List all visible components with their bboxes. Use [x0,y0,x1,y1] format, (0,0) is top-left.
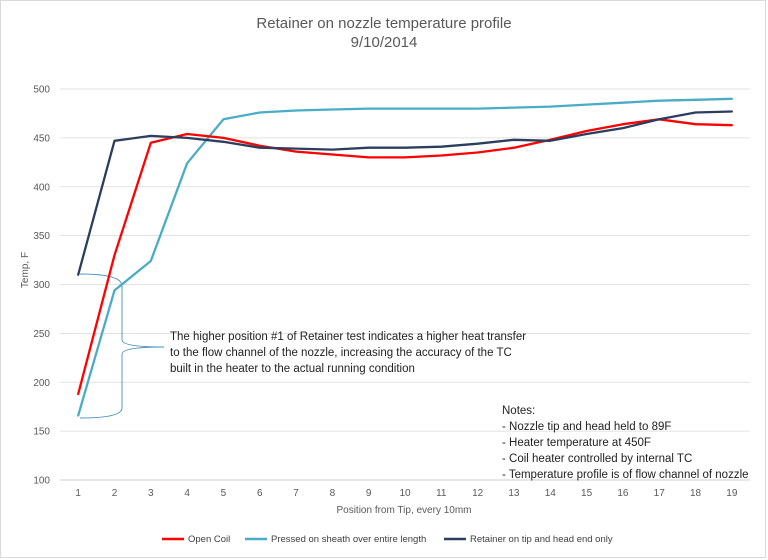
x-axis-title: Position from Tip, every 10mm [336,505,471,516]
x-tick-label: 5 [221,488,227,499]
x-tick-label: 19 [726,488,738,499]
annotation-line-3: built in the heater to the actual runnin… [170,363,415,375]
annotation-line-1: The higher position #1 of Retainer test … [170,331,526,343]
x-tick-labels: 1 2 3 4 5 6 7 8 9 10 11 12 13 14 15 16 17 18 19 [75,488,737,499]
x-tick-label: 1 [75,488,81,499]
notes-line-5: - Temperature profile is of flow channel… [502,469,749,481]
annotation-text: The higher position #1 of Retainer test … [170,331,526,375]
chart-subtitle: 9/10/2014 [351,34,418,51]
legend: Open Coil Pressed on sheath over entire … [162,534,613,545]
y-tick-labels: 100 150 200 250 300 350 400 450 500 [33,85,50,487]
x-tick-label: 13 [508,488,520,499]
x-tick-label: 16 [617,488,629,499]
x-tick-label: 17 [654,488,666,499]
notes-line-1: Notes: [502,405,535,417]
x-tick-label: 3 [148,488,154,499]
x-tick-label: 12 [472,488,484,499]
legend-label-pressed-sheath: Pressed on sheath over entire length [271,534,426,545]
x-tick-label: 7 [293,488,299,499]
legend-label-retainer: Retainer on tip and head end only [470,534,613,545]
x-tick-label: 2 [112,488,118,499]
y-tick-label: 400 [33,182,50,193]
annotation-brace [79,273,165,419]
notes-line-2: - Nozzle tip and head held to 89F [502,421,671,433]
x-tick-label: 4 [184,488,190,499]
y-axis-title: Temp, F [20,252,31,288]
y-tick-label: 300 [33,280,50,291]
y-tick-label: 200 [33,378,50,389]
x-tick-label: 6 [257,488,263,499]
x-tick-label: 18 [690,488,702,499]
y-tick-label: 500 [33,85,50,96]
x-tick-label: 9 [366,488,372,499]
x-tick-label: 10 [399,488,411,499]
legend-label-open-coil: Open Coil [188,534,230,545]
y-tick-label: 250 [33,329,50,340]
y-tick-label: 350 [33,231,50,242]
series-line-1 [77,97,733,417]
gridlines [60,88,750,481]
chart-title: Retainer on nozzle temperature profile [256,15,511,32]
notes-box: Notes: - Nozzle tip and head held to 89F… [502,405,749,481]
series-line-2 [77,110,733,276]
notes-line-4: - Coil heater controlled by internal TC [502,453,692,465]
annotation-line-2: to the flow channel of the nozzle, incre… [170,347,512,359]
x-tick-label: 11 [436,488,447,499]
y-tick-label: 450 [33,133,50,144]
x-tick-label: 15 [581,488,593,499]
x-tick-label: 8 [330,488,336,499]
y-tick-label: 150 [33,427,50,438]
series-lines [77,97,733,417]
series-line-0 [77,118,733,396]
notes-line-3: - Heater temperature at 450F [502,437,651,449]
y-tick-label: 100 [33,476,50,487]
x-tick-label: 14 [545,488,557,499]
